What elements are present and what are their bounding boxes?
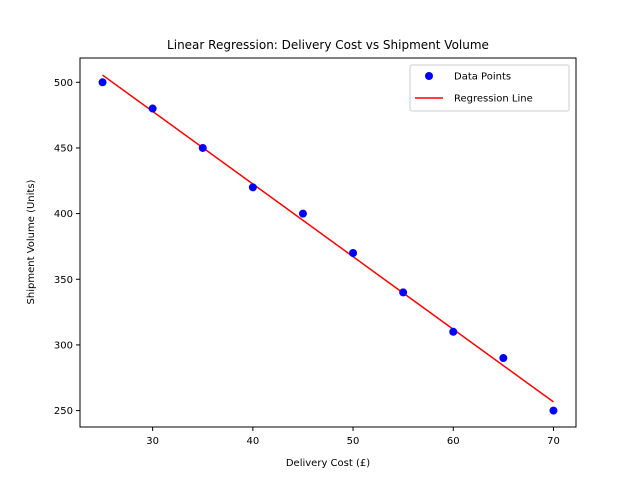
x-axis: 30 40 50 60 70 bbox=[146, 427, 560, 447]
x-axis-label: Delivery Cost (£) bbox=[286, 458, 370, 469]
data-point bbox=[148, 104, 157, 113]
legend-label: Regression Line bbox=[454, 94, 533, 105]
y-axis-label: Shipment Volume (Units) bbox=[26, 179, 37, 304]
y-tick-label: 350 bbox=[54, 275, 73, 286]
y-tick-label: 300 bbox=[54, 340, 73, 351]
x-tick-label: 30 bbox=[146, 436, 159, 447]
x-tick-label: 40 bbox=[246, 436, 259, 447]
plot-frame bbox=[79, 57, 577, 428]
legend: Data Points Regression Line bbox=[409, 64, 570, 112]
y-tick-label: 500 bbox=[54, 78, 73, 89]
data-point bbox=[349, 249, 358, 258]
x-tick-label: 70 bbox=[547, 436, 560, 447]
data-point bbox=[198, 143, 207, 152]
legend-marker bbox=[425, 72, 433, 80]
y-tick-label: 400 bbox=[54, 209, 73, 220]
data-point bbox=[298, 209, 307, 218]
x-tick-label: 50 bbox=[347, 436, 360, 447]
y-tick-label: 450 bbox=[54, 143, 73, 154]
data-point bbox=[449, 327, 458, 336]
legend-box bbox=[409, 64, 570, 112]
data-point bbox=[499, 354, 508, 363]
series-layer bbox=[98, 74, 558, 415]
chart-title: Linear Regression: Delivery Cost vs Ship… bbox=[167, 38, 489, 52]
y-tick-label: 250 bbox=[54, 406, 73, 417]
data-point bbox=[549, 406, 558, 415]
regression-line bbox=[102, 74, 554, 403]
data-point bbox=[98, 78, 107, 87]
legend-label: Data Points bbox=[454, 72, 511, 83]
y-axis: 250 300 350 400 450 500 bbox=[54, 78, 80, 417]
x-tick-label: 60 bbox=[447, 436, 460, 447]
data-point bbox=[399, 288, 408, 297]
data-point bbox=[248, 183, 257, 192]
